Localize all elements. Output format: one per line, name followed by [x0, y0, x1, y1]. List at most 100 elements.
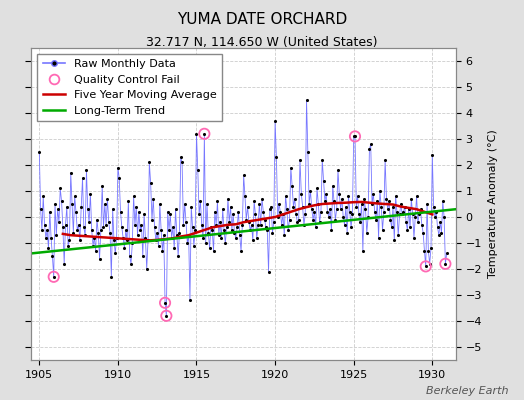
Point [85, 219, 93, 225]
Point [153, 229, 161, 236]
Point [105, 219, 113, 225]
Point [308, 206, 316, 212]
Point [97, 227, 105, 233]
Point [256, 222, 265, 228]
Point [212, 222, 220, 228]
Point [234, 209, 243, 215]
Point [347, 224, 355, 230]
Point [149, 196, 157, 202]
Point [275, 201, 283, 207]
Point [213, 198, 222, 205]
Point [156, 201, 164, 207]
Point [150, 224, 159, 230]
Point [165, 227, 173, 233]
Point [412, 193, 421, 199]
Point [146, 180, 155, 186]
Point [356, 219, 365, 225]
Point [162, 313, 170, 319]
Point [429, 203, 438, 210]
Point [58, 198, 66, 205]
Point [170, 245, 178, 251]
Point [188, 224, 196, 230]
Point [125, 253, 134, 259]
Point [80, 224, 88, 230]
Point [341, 222, 349, 228]
Point [160, 232, 168, 238]
Point [284, 227, 292, 233]
Point [241, 193, 249, 199]
Point [101, 201, 109, 207]
Point [335, 190, 343, 197]
Point [433, 224, 442, 230]
Point [93, 216, 101, 223]
Point [161, 300, 169, 306]
Point [129, 193, 138, 199]
Point [176, 229, 184, 236]
Point [443, 250, 451, 257]
Point [365, 146, 374, 152]
Point [294, 216, 303, 223]
Point [177, 154, 185, 160]
Point [428, 151, 436, 158]
Point [293, 219, 302, 225]
Point [390, 237, 398, 244]
Point [70, 193, 79, 199]
Point [262, 224, 270, 230]
Point [162, 313, 170, 319]
Point [339, 214, 347, 220]
Point [421, 263, 430, 270]
Point [296, 156, 304, 163]
Point [382, 196, 390, 202]
Point [399, 209, 408, 215]
Point [61, 222, 70, 228]
Point [259, 209, 267, 215]
Point [82, 167, 91, 174]
Point [321, 198, 329, 205]
Point [418, 222, 426, 228]
Point [388, 224, 396, 230]
Point [278, 222, 286, 228]
Point [102, 222, 110, 228]
Point [351, 133, 359, 140]
Point [333, 206, 341, 212]
Point [437, 229, 445, 236]
Point [300, 222, 308, 228]
Point [373, 198, 381, 205]
Point [72, 209, 80, 215]
Point [342, 203, 350, 210]
Point [178, 159, 186, 166]
Point [270, 219, 278, 225]
Point [38, 227, 46, 233]
Point [88, 227, 96, 233]
Point [274, 214, 282, 220]
Point [40, 222, 49, 228]
Point [108, 206, 117, 212]
Point [89, 242, 97, 249]
Point [345, 209, 354, 215]
Point [239, 172, 248, 178]
Point [405, 206, 413, 212]
Point [158, 248, 167, 254]
Point [116, 209, 125, 215]
Point [325, 214, 333, 220]
Point [185, 297, 194, 303]
Point [311, 224, 320, 230]
Point [369, 190, 377, 197]
Point [114, 164, 122, 171]
Point [50, 274, 58, 280]
Point [251, 211, 259, 218]
Point [168, 234, 176, 241]
Point [137, 222, 146, 228]
Point [130, 222, 139, 228]
Point [286, 216, 294, 223]
Point [368, 201, 376, 207]
Point [163, 209, 172, 215]
Point [384, 206, 392, 212]
Point [62, 203, 71, 210]
Point [366, 141, 375, 147]
Point [86, 190, 94, 197]
Point [266, 206, 274, 212]
Point [381, 156, 389, 163]
Point [207, 224, 215, 230]
Point [268, 229, 277, 236]
